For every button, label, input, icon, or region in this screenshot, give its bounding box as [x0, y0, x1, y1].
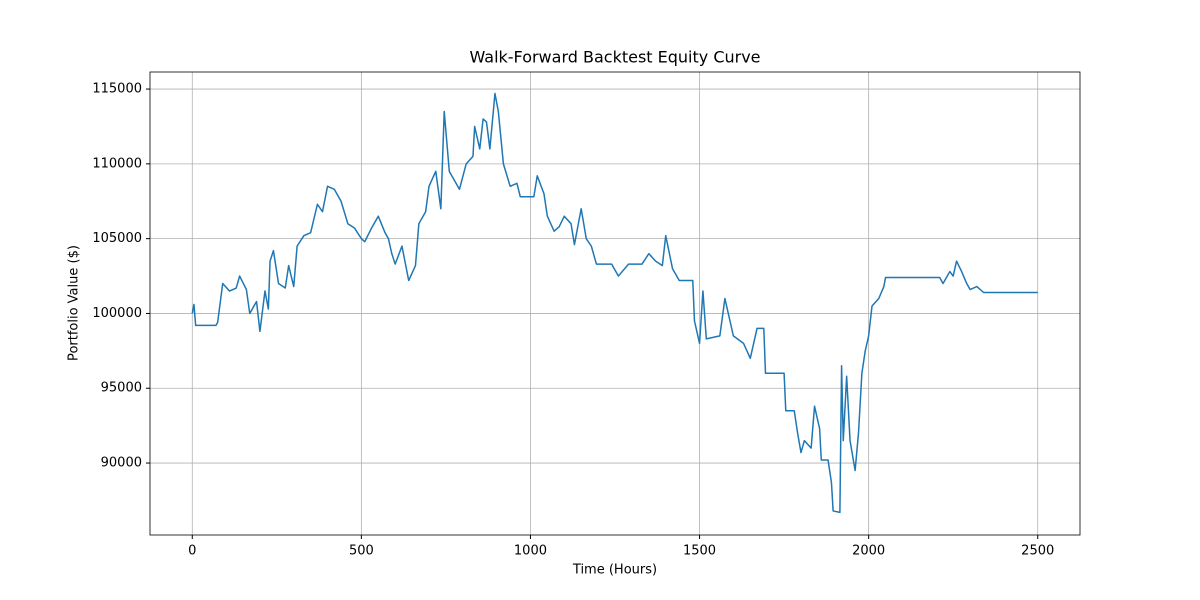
x-tick-label: 500 [349, 544, 374, 559]
x-tick-label: 0 [188, 544, 196, 559]
y-tick-label: 110000 [92, 156, 142, 171]
x-tick-label: 2500 [1021, 544, 1054, 559]
y-tick-label: 115000 [92, 82, 142, 97]
y-tick-label: 90000 [101, 456, 142, 471]
x-tick-label: 2000 [852, 544, 885, 559]
plot-frame [149, 71, 1081, 536]
chart-title: Walk-Forward Backtest Equity Curve [469, 48, 760, 67]
y-tick-label: 105000 [92, 231, 142, 246]
x-tick-label: 1000 [514, 544, 547, 559]
x-axis-label: Time (Hours) [572, 563, 657, 578]
y-tick-label: 100000 [92, 306, 142, 321]
y-axis-label: Portfolio Value ($) [67, 245, 82, 361]
x-tick-label: 1500 [683, 544, 716, 559]
y-tick-label: 95000 [101, 381, 142, 396]
equity-line [191, 92, 1038, 514]
